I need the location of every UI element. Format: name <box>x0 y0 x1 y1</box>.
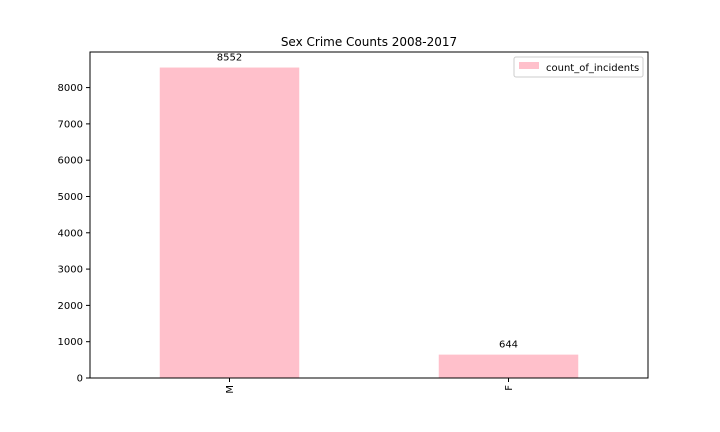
x-tick-label: M <box>225 385 236 394</box>
y-tick-label: 3000 <box>58 265 83 276</box>
x-tick-label: F <box>504 385 515 391</box>
legend: count_of_incidents <box>513 56 644 78</box>
y-tick-label: 7000 <box>58 119 83 130</box>
data-label: 8552 <box>217 53 242 64</box>
legend-box <box>513 56 644 78</box>
y-tick-label: 0 <box>77 374 83 385</box>
data-label: 644 <box>499 340 518 351</box>
y-tick-label: 8000 <box>58 83 83 94</box>
chart-title: Sex Crime Counts 2008-2017 <box>281 35 457 49</box>
y-tick-label: 4000 <box>58 228 83 239</box>
y-tick-label: 2000 <box>58 301 83 312</box>
bar <box>159 67 300 379</box>
y-tick-label: 6000 <box>58 156 83 167</box>
y-tick-label: 1000 <box>58 337 83 348</box>
plot-frame <box>89 51 649 379</box>
bar <box>438 354 579 378</box>
legend-label: count_of_incidents <box>546 63 639 74</box>
legend-swatch <box>519 62 539 69</box>
y-tick-label: 5000 <box>58 192 83 203</box>
plot-area: 0 1000 2000 3000 4000 5000 6000 7000 8000 8552 M 64… <box>58 53 579 394</box>
